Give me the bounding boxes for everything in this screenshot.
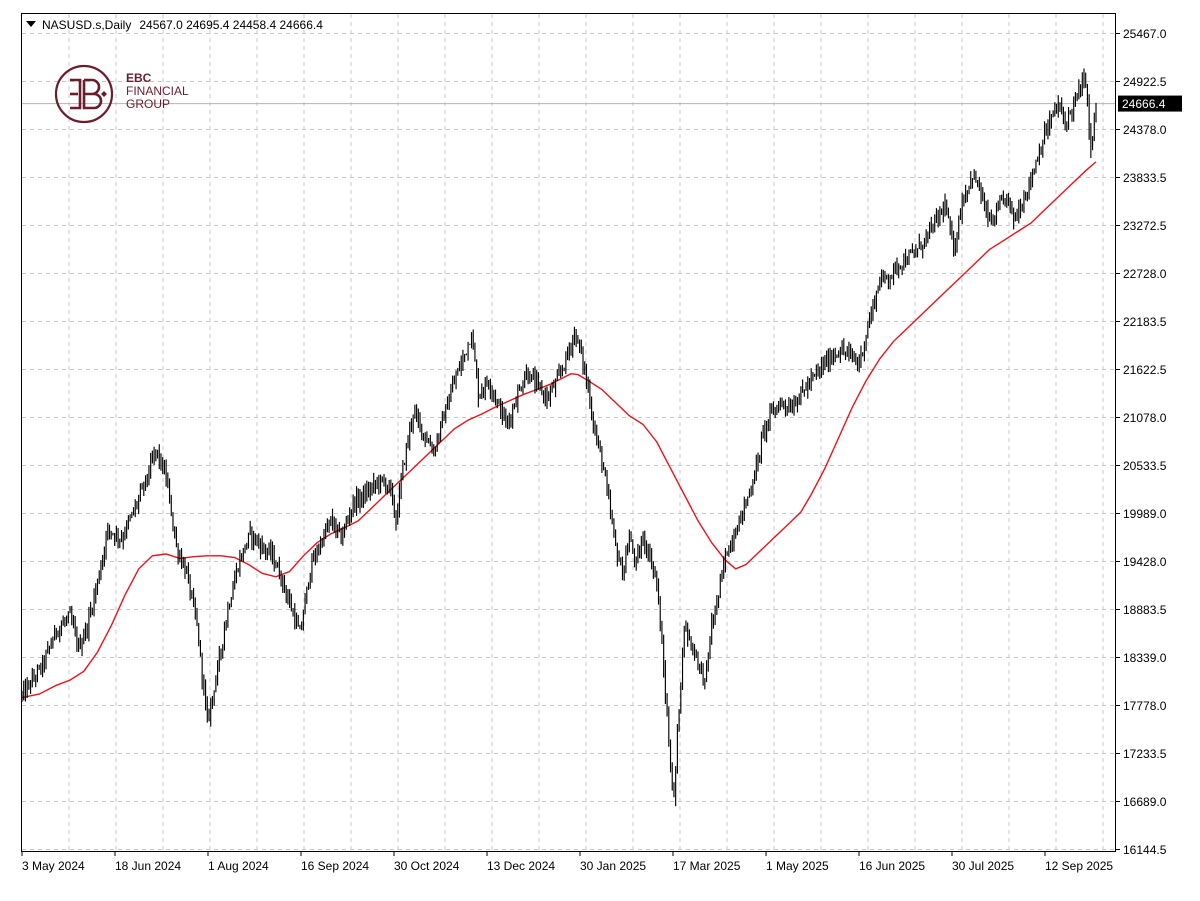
date-tick-label: 1 May 2025 [766,859,829,873]
date-tick-label: 16 Sep 2024 [301,859,369,873]
date-tick-label: 30 Jul 2025 [952,859,1014,873]
price-tick-label: 23272.5 [1123,219,1167,233]
time-axis[interactable]: 3 May 2024 18 Jun 2024 1 Aug 2024 16 Sep 20… [21,851,1113,873]
date-tick-label: 30 Oct 2024 [394,859,460,873]
price-tick-label: 21078.0 [1123,411,1167,425]
logo-line-1: EBC [126,71,152,85]
price-tick-label: 19989.0 [1123,507,1167,521]
current-price-tag [1118,95,1182,112]
price-bars [21,68,1097,807]
moving-average-group [21,161,1097,699]
ebc-logo-icon [54,64,114,124]
date-tick-label: 1 Aug 2024 [208,859,269,873]
price-tick-label: 18883.5 [1123,603,1167,617]
date-tick-label: 18 Jun 2024 [115,859,181,873]
price-tick-label: 20533.5 [1123,459,1167,473]
date-tick-label: 17 Mar 2025 [673,859,741,873]
price-tick-label: 17778.0 [1123,699,1167,713]
date-tick-label: 16 Jun 2025 [859,859,925,873]
price-tick-label: 22728.0 [1123,267,1167,281]
plot-frame [21,13,1116,852]
price-tick-label: 22183.5 [1123,315,1167,329]
logo-text: EBC FINANCIAL GROUP [126,72,189,111]
date-tick-label: 3 May 2024 [22,859,85,873]
price-tick-label: 23833.5 [1123,171,1167,185]
date-tick-label: 30 Jan 2025 [580,859,646,873]
price-axis[interactable]: 25467.0 24922.5 24378.0 23833.5 23272.5 22728… [1115,27,1182,857]
price-tick-label: 21622.5 [1123,363,1167,377]
current-price-label: 24666.4 [1122,97,1166,111]
date-tick-label: 12 Sep 2025 [1045,859,1113,873]
price-tick-label: 25467.0 [1123,27,1167,41]
grid [22,14,1115,851]
symbol-label: NASUSD.s,Daily [42,18,132,32]
logo-line-2: FINANCIAL [126,84,189,98]
price-tick-label: 16689.0 [1123,795,1167,809]
dropdown-triangle-icon[interactable] [26,21,36,27]
date-tick-label: 13 Dec 2024 [487,859,555,873]
price-tick-label: 16144.5 [1123,843,1167,857]
price-tick-label: 19428.0 [1123,555,1167,569]
price-tick-label: 17233.5 [1123,747,1167,761]
price-tick-label: 18339.0 [1123,651,1167,665]
ohlc-values: 24567.0 24695.4 24458.4 24666.4 [139,18,323,32]
broker-logo: EBC FINANCIAL GROUP [54,64,214,126]
moving-average-line [21,161,1097,699]
price-tick-label: 24922.5 [1123,75,1167,89]
price-tick-label: 24378.0 [1123,123,1167,137]
chart-header: NASUSD.s,Daily 24567.0 24695.4 24458.4 24… [26,18,323,32]
logo-line-3: GROUP [126,97,171,111]
plot-border [21,13,1116,852]
